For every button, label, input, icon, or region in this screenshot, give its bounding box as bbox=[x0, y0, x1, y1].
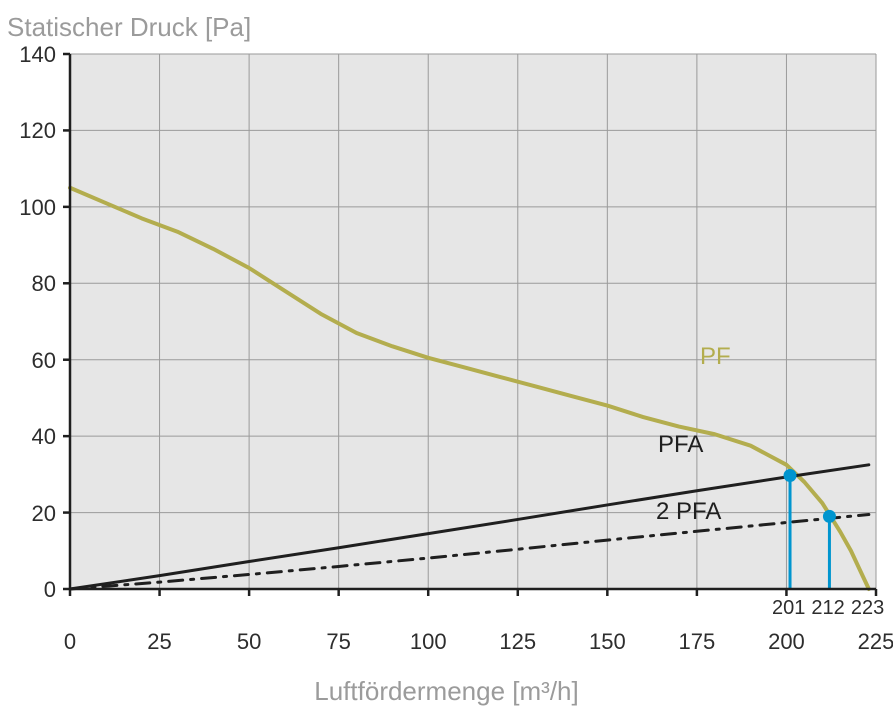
x-extra-tick-label: 201 bbox=[772, 597, 805, 620]
y-tick-label: 120 bbox=[0, 118, 56, 144]
y-tick-label: 140 bbox=[0, 42, 56, 68]
x-tick-label: 50 bbox=[219, 629, 279, 655]
x-tick-label: 150 bbox=[577, 629, 637, 655]
y-tick-label: 80 bbox=[0, 271, 56, 297]
x-extra-tick-label: 223 bbox=[851, 597, 884, 620]
y-tick-label: 100 bbox=[0, 195, 56, 221]
x-tick-label: 0 bbox=[40, 629, 100, 655]
x-tick-label: 100 bbox=[398, 629, 458, 655]
y-tick-label: 40 bbox=[0, 424, 56, 450]
y-tick-label: 60 bbox=[0, 348, 56, 374]
x-tick-label: 200 bbox=[756, 629, 816, 655]
y-tick-label: 20 bbox=[0, 501, 56, 527]
x-extra-tick-label: 212 bbox=[811, 597, 844, 620]
series-label-pfa: PFA bbox=[658, 431, 703, 459]
series-label-pf: PF bbox=[700, 343, 731, 371]
x-tick-label: 225 bbox=[846, 629, 893, 655]
x-axis-title: Luftfördermenge [m³/h] bbox=[0, 676, 893, 707]
chart-svg bbox=[0, 0, 893, 718]
y-tick-label: 0 bbox=[0, 577, 56, 603]
x-tick-label: 75 bbox=[309, 629, 369, 655]
x-tick-label: 125 bbox=[488, 629, 548, 655]
x-tick-label: 25 bbox=[130, 629, 190, 655]
series-label-pfa2: 2 PFA bbox=[656, 498, 721, 526]
x-tick-label: 175 bbox=[667, 629, 727, 655]
chart-container: Statischer Druck [Pa] PF PFA 2 PFA Luftf… bbox=[0, 0, 893, 718]
